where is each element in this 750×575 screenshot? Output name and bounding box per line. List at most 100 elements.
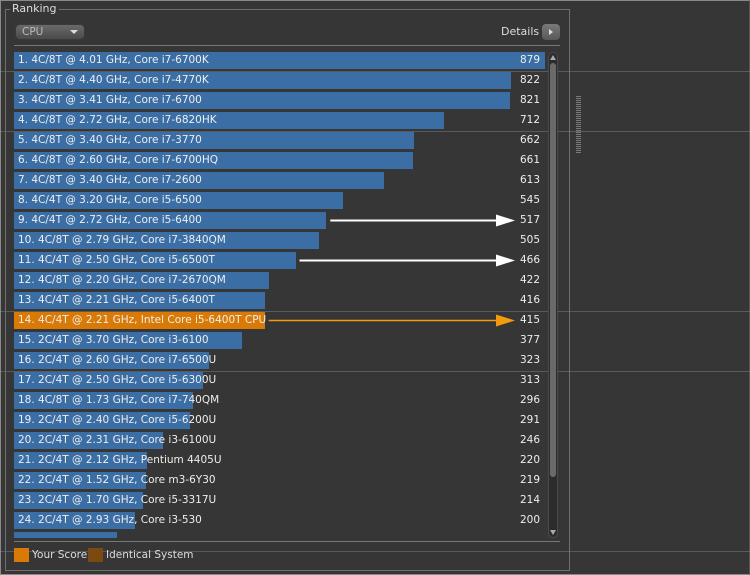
row-label: 12. 4C/8T @ 2.20 GHz, Core i7-2670QM bbox=[18, 274, 226, 286]
ranking-row-your-score[interactable]: 14. 4C/4T @ 2.21 GHz, Intel Core i5-6400… bbox=[14, 312, 546, 329]
ranking-row[interactable]: 7. 4C/8T @ 3.40 GHz, Core i7-2600 613 bbox=[14, 172, 546, 189]
score-bar bbox=[14, 172, 385, 189]
ranking-row[interactable]: 5. 4C/8T @ 3.40 GHz, Core i7-3770 662 bbox=[14, 132, 546, 149]
row-label: 16. 2C/4T @ 2.60 GHz, Core i7-6500U bbox=[18, 354, 217, 366]
ranking-row[interactable]: 12. 4C/8T @ 2.20 GHz, Core i7-2670QM 422 bbox=[14, 272, 546, 289]
scroll-down-icon[interactable] bbox=[550, 530, 556, 535]
row-score: 377 bbox=[519, 334, 540, 346]
score-bar bbox=[14, 332, 242, 349]
score-bar bbox=[14, 452, 147, 469]
divider bbox=[0, 131, 750, 132]
score-bar bbox=[14, 432, 163, 449]
row-label: 19. 2C/4T @ 2.40 GHz, Core i5-6200U bbox=[18, 414, 217, 426]
ranking-row[interactable]: 23. 2C/4T @ 1.70 GHz, Core i5-3317U 214 bbox=[14, 492, 546, 509]
score-bar bbox=[14, 472, 147, 489]
ranking-row[interactable] bbox=[14, 532, 546, 538]
identical-system-swatch bbox=[88, 548, 103, 562]
chevron-down-icon bbox=[70, 30, 78, 34]
divider bbox=[0, 311, 750, 312]
row-score: 505 bbox=[519, 234, 540, 246]
ranking-row[interactable]: 6. 4C/8T @ 2.60 GHz, Core i7-6700HQ 661 bbox=[14, 152, 546, 169]
legend-identical-system: Identical System bbox=[106, 549, 194, 561]
score-bar bbox=[14, 492, 144, 509]
row-label: 10. 4C/8T @ 2.79 GHz, Core i7-3840QM bbox=[18, 234, 226, 246]
row-label: 22. 2C/4T @ 1.52 GHz, Core m3-6Y30 bbox=[18, 474, 216, 486]
row-label: 15. 2C/4T @ 3.70 GHz, Core i3-6100 bbox=[18, 334, 209, 346]
row-label: 21. 2C/4T @ 2.12 GHz, Pentium 4405U bbox=[18, 454, 222, 466]
score-bar bbox=[14, 72, 511, 89]
row-score: 517 bbox=[519, 214, 540, 226]
ranking-row[interactable]: 1. 4C/8T @ 4.01 GHz, Core i7-6700K 879 bbox=[14, 52, 546, 69]
row-score: 220 bbox=[519, 454, 540, 466]
score-bar bbox=[14, 212, 327, 229]
ranking-row[interactable]: 24. 2C/4T @ 2.93 GHz, Core i3-530 200 bbox=[14, 512, 546, 529]
divider bbox=[0, 71, 750, 72]
row-score: 466 bbox=[519, 254, 540, 266]
row-label: 7. 4C/8T @ 3.40 GHz, Core i7-2600 bbox=[18, 174, 202, 186]
row-score: 323 bbox=[519, 354, 540, 366]
panel-title: Ranking bbox=[10, 2, 59, 15]
scrollbar-thumb[interactable] bbox=[550, 63, 556, 477]
your-score-swatch bbox=[14, 548, 29, 562]
ranking-row[interactable]: 10. 4C/8T @ 2.79 GHz, Core i7-3840QM 505 bbox=[14, 232, 546, 249]
ranking-row[interactable]: 4. 4C/8T @ 2.72 GHz, Core i7-6820HK 712 bbox=[14, 112, 546, 129]
row-label: 17. 2C/4T @ 2.50 GHz, Core i5-6300U bbox=[18, 374, 217, 386]
ranking-row[interactable]: 15. 2C/4T @ 3.70 GHz, Core i3-6100 377 bbox=[14, 332, 546, 349]
row-score: 313 bbox=[519, 374, 540, 386]
scrollbar[interactable] bbox=[548, 52, 558, 538]
row-label: 1. 4C/8T @ 4.01 GHz, Core i7-6700K bbox=[18, 54, 209, 66]
ranking-row[interactable]: 13. 4C/4T @ 2.21 GHz, Core i5-6400T 416 bbox=[14, 292, 546, 309]
score-bar bbox=[14, 232, 320, 249]
category-select[interactable]: CPU bbox=[15, 24, 85, 40]
details-label[interactable]: Details bbox=[501, 25, 540, 38]
score-bar bbox=[14, 532, 117, 538]
row-score: 879 bbox=[519, 54, 540, 66]
scroll-up-icon[interactable] bbox=[550, 55, 556, 60]
ranking-row[interactable]: 3. 4C/8T @ 3.41 GHz, Core i7-6700 821 bbox=[14, 92, 546, 109]
row-score: 545 bbox=[519, 194, 540, 206]
row-score: 291 bbox=[519, 414, 540, 426]
ranking-row[interactable]: 22. 2C/4T @ 1.52 GHz, Core m3-6Y30 219 bbox=[14, 472, 546, 489]
ranking-row[interactable]: 9. 4C/4T @ 2.72 GHz, Core i5-6400 517 bbox=[14, 212, 546, 229]
ranking-row[interactable]: 20. 2C/4T @ 2.31 GHz, Core i3-6100U 246 bbox=[14, 432, 546, 449]
resize-grip[interactable] bbox=[576, 96, 581, 154]
ranking-row[interactable]: 17. 2C/4T @ 2.50 GHz, Core i5-6300U 313 bbox=[14, 372, 546, 389]
select-value: CPU bbox=[22, 26, 44, 38]
score-bar bbox=[14, 352, 210, 369]
row-label: 2. 4C/8T @ 4.40 GHz, Core i7-4770K bbox=[18, 74, 209, 86]
score-bar bbox=[14, 152, 414, 169]
score-bar bbox=[14, 92, 510, 109]
row-score: 613 bbox=[519, 174, 540, 186]
row-score: 296 bbox=[519, 394, 540, 406]
score-bar bbox=[14, 272, 269, 289]
score-bar bbox=[14, 252, 296, 269]
divider bbox=[0, 371, 750, 372]
row-score: 416 bbox=[519, 294, 540, 306]
row-label: 18. 4C/8T @ 1.73 GHz, Core i7-740QM bbox=[18, 394, 220, 406]
ranking-row[interactable]: 2. 4C/8T @ 4.40 GHz, Core i7-4770K 822 bbox=[14, 72, 546, 89]
row-score: 415 bbox=[519, 314, 540, 326]
score-bar bbox=[14, 52, 545, 69]
score-bar bbox=[14, 372, 204, 389]
row-score: 821 bbox=[519, 94, 540, 106]
ranking-row[interactable]: 21. 2C/4T @ 2.12 GHz, Pentium 4405U 220 bbox=[14, 452, 546, 469]
legend-your-score: Your Score bbox=[32, 549, 88, 561]
row-label: 5. 4C/8T @ 3.40 GHz, Core i7-3770 bbox=[18, 134, 202, 146]
ranking-row[interactable]: 16. 2C/4T @ 2.60 GHz, Core i7-6500U 323 bbox=[14, 352, 546, 369]
ranking-row[interactable]: 8. 4C/4T @ 3.20 GHz, Core i5-6500 545 bbox=[14, 192, 546, 209]
row-label: 14. 4C/4T @ 2.21 GHz, Intel Core i5-6400… bbox=[18, 314, 267, 326]
score-bar bbox=[14, 412, 190, 429]
row-label: 6. 4C/8T @ 2.60 GHz, Core i7-6700HQ bbox=[18, 154, 219, 166]
row-label: 11. 4C/4T @ 2.50 GHz, Core i5-6500T bbox=[18, 254, 215, 266]
score-bar bbox=[14, 112, 445, 129]
score-bar bbox=[14, 132, 414, 149]
ranking-panel bbox=[5, 9, 570, 571]
score-bar bbox=[14, 312, 265, 329]
ranking-row[interactable]: 19. 2C/4T @ 2.40 GHz, Core i5-6200U 291 bbox=[14, 412, 546, 429]
ranking-row[interactable]: 11. 4C/4T @ 2.50 GHz, Core i5-6500T 466 bbox=[14, 252, 546, 269]
row-label: 13. 4C/4T @ 2.21 GHz, Core i5-6400T bbox=[18, 294, 215, 306]
details-button[interactable] bbox=[542, 24, 560, 40]
row-score: 246 bbox=[519, 434, 540, 446]
ranking-row[interactable]: 18. 4C/8T @ 1.73 GHz, Core i7-740QM 296 bbox=[14, 392, 546, 409]
row-score: 200 bbox=[519, 514, 540, 526]
